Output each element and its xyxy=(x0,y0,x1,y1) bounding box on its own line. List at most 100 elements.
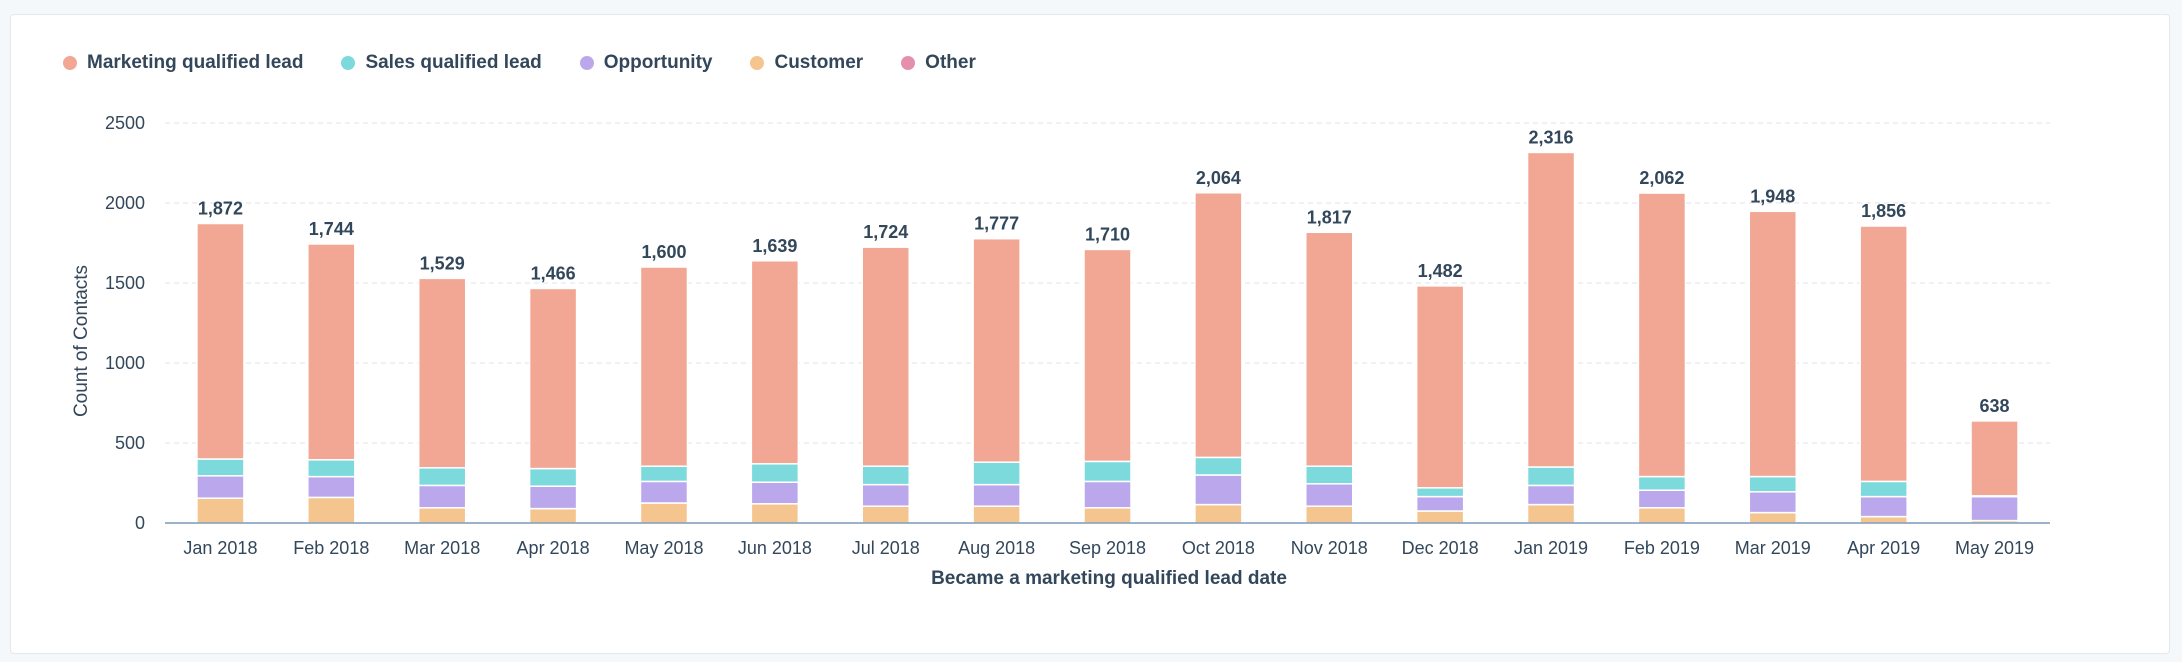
bar-segment[interactable] xyxy=(1526,466,1576,487)
bar-segment[interactable] xyxy=(861,465,910,486)
bar-stack[interactable] xyxy=(528,287,578,524)
bar-stack[interactable] xyxy=(1859,225,1908,524)
bar-segment[interactable] xyxy=(861,505,910,524)
bar-stack[interactable] xyxy=(1415,285,1465,524)
bar-segment[interactable] xyxy=(528,287,578,470)
bar-segment[interactable] xyxy=(1748,210,1798,478)
y-tick-label: 0 xyxy=(135,513,145,533)
bar-segment[interactable] xyxy=(750,260,800,465)
bar-stack[interactable] xyxy=(417,277,467,524)
bar-segment[interactable] xyxy=(1970,495,2019,522)
bar-segment[interactable] xyxy=(196,497,245,524)
bar-segment[interactable] xyxy=(1526,151,1576,468)
bar-segment[interactable] xyxy=(1748,511,1798,524)
bar-segment[interactable] xyxy=(417,507,467,524)
bar-segment[interactable] xyxy=(639,266,689,467)
bar-stack[interactable] xyxy=(750,260,800,524)
legend-item-sales-qualified-lead[interactable]: Sales qualified lead xyxy=(341,52,542,74)
bar-segment[interactable] xyxy=(1083,248,1132,463)
bar-segment[interactable] xyxy=(750,503,800,524)
bar-segment[interactable] xyxy=(1083,480,1132,509)
bar-segment[interactable] xyxy=(307,459,356,478)
bar-segment[interactable] xyxy=(750,481,800,505)
x-tick-label: Jan 2018 xyxy=(183,538,257,558)
bar-segment[interactable] xyxy=(1194,456,1243,476)
bar-segment[interactable] xyxy=(972,505,1021,524)
bar-segment[interactable] xyxy=(1083,460,1132,483)
x-tick-label: Mar 2019 xyxy=(1735,538,1811,558)
y-axis-ticks: 0 500 1000 1500 2000 2500 xyxy=(105,113,145,533)
bar-total-label: 1,724 xyxy=(863,222,908,242)
bar-segment[interactable] xyxy=(639,502,689,524)
bar-segment[interactable] xyxy=(196,458,245,477)
bar-segment[interactable] xyxy=(1637,489,1687,509)
bar-segment[interactable] xyxy=(1415,285,1465,489)
bar-segment[interactable] xyxy=(307,496,356,524)
y-tick-label: 1000 xyxy=(105,353,145,373)
bar-segment[interactable] xyxy=(1194,474,1243,506)
bar-stack[interactable] xyxy=(1637,192,1687,524)
bar-stack[interactable] xyxy=(1083,248,1132,524)
bar-segment[interactable] xyxy=(972,483,1021,507)
x-tick-label: Apr 2018 xyxy=(517,538,590,558)
bar-segment[interactable] xyxy=(1637,507,1687,524)
legend-item-other[interactable]: Other xyxy=(901,52,976,74)
bar-stack[interactable] xyxy=(1970,420,2019,524)
bar-segment[interactable] xyxy=(1859,495,1908,518)
bar-segment[interactable] xyxy=(196,222,245,460)
bar-segment[interactable] xyxy=(1637,192,1687,478)
bar-segment[interactable] xyxy=(1748,491,1798,514)
bar-stack[interactable] xyxy=(196,222,245,524)
bar-segment[interactable] xyxy=(528,485,578,510)
bar-totals: 1,872 1,744 1,529 1,466 1,600 1,639 1,724 1,777… xyxy=(198,127,2010,415)
bar-segment[interactable] xyxy=(861,246,910,467)
bar-segment[interactable] xyxy=(307,475,356,499)
bar-segment[interactable] xyxy=(1305,231,1354,467)
bar-segment[interactable] xyxy=(750,463,800,483)
bar-segment[interactable] xyxy=(972,461,1021,486)
bar-segment[interactable] xyxy=(1637,475,1687,491)
bar-stack[interactable] xyxy=(1305,231,1354,524)
bar-stack[interactable] xyxy=(1526,151,1576,524)
y-tick-label: 2000 xyxy=(105,193,145,213)
bar-segment[interactable] xyxy=(1415,510,1465,524)
bar-segment[interactable] xyxy=(528,467,578,487)
bar-stack[interactable] xyxy=(972,237,1021,524)
legend-item-marketing-qualified-lead[interactable]: Marketing qualified lead xyxy=(63,52,303,74)
bar-segment[interactable] xyxy=(861,483,910,507)
bar-segment[interactable] xyxy=(1526,503,1576,524)
bar-segment[interactable] xyxy=(1194,192,1243,459)
legend-item-customer[interactable]: Customer xyxy=(750,52,863,74)
bar-segment[interactable] xyxy=(1859,480,1908,498)
bar-segment[interactable] xyxy=(307,243,356,461)
y-tick-label: 2500 xyxy=(105,113,145,133)
bar-stack[interactable] xyxy=(861,246,910,524)
bar-segment[interactable] xyxy=(1415,487,1465,498)
bar-stack[interactable] xyxy=(1748,210,1798,524)
bar-segment[interactable] xyxy=(417,467,467,487)
bar-segment[interactable] xyxy=(1859,225,1908,483)
bar-total-label: 1,710 xyxy=(1085,224,1130,244)
bar-stack[interactable] xyxy=(639,266,689,524)
bar-segment[interactable] xyxy=(1194,503,1243,524)
bar-segment[interactable] xyxy=(196,475,245,499)
bar-segment[interactable] xyxy=(528,507,578,524)
bar-segment[interactable] xyxy=(639,480,689,504)
legend-item-opportunity[interactable]: Opportunity xyxy=(579,52,712,74)
bar-segment[interactable] xyxy=(1305,483,1354,507)
bar-segment[interactable] xyxy=(1859,515,1908,524)
bar-segment[interactable] xyxy=(972,237,1021,463)
bar-segment[interactable] xyxy=(417,277,467,469)
bar-segment[interactable] xyxy=(1970,420,2019,497)
x-tick-label: May 2019 xyxy=(1955,538,2034,558)
bar-segment[interactable] xyxy=(417,484,467,509)
bar-segment[interactable] xyxy=(1305,465,1354,485)
bar-segment[interactable] xyxy=(639,465,689,483)
bar-segment[interactable] xyxy=(1748,475,1798,493)
bar-stack[interactable] xyxy=(1194,192,1243,524)
bar-segment[interactable] xyxy=(1305,505,1354,524)
bar-stack[interactable] xyxy=(307,243,356,524)
bar-segment[interactable] xyxy=(1526,484,1576,506)
bar-segment[interactable] xyxy=(1415,495,1465,512)
bar-segment[interactable] xyxy=(1083,507,1132,524)
